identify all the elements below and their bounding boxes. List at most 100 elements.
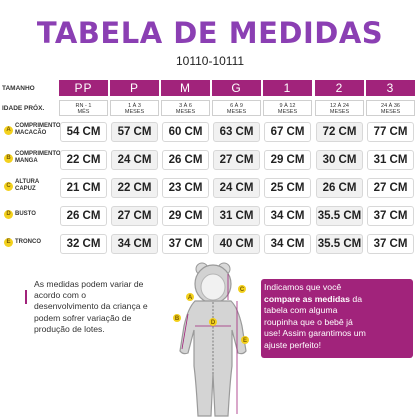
measure-value: 31 CM [367, 150, 414, 170]
measure-value: 54 CM [60, 122, 107, 142]
age-cell-line: 9 À 12 [279, 103, 296, 109]
size-header-cell: 3 [366, 80, 415, 96]
measure-label: COMPRIMENTO MANGA [15, 151, 61, 165]
measure-row: B COMPRIMENTO MANGA 22 CM 24 CM 26 CM 27 CM 29 … [0, 148, 420, 172]
measure-label-line: ALTURA [15, 179, 40, 185]
size-header-cell: G [212, 80, 261, 96]
size-header-cell: 2 [315, 80, 364, 96]
age-cell-line: MESES [380, 109, 401, 115]
measure-letter-badge: A [4, 126, 13, 135]
measure-value: 29 CM [162, 206, 209, 226]
measure-letter-badge: B [4, 154, 13, 163]
measure-value: 27 CM [213, 150, 260, 170]
measure-value: 27 CM [111, 206, 158, 226]
measure-value: 37 CM [162, 234, 209, 254]
measure-value: 35.5 CM [316, 206, 363, 226]
age-row-label: IDADE PRÓX. [2, 105, 45, 112]
measure-value: 22 CM [111, 178, 158, 198]
size-header-cell: PP [59, 80, 108, 96]
measure-label-line: COMPRIMENTO [15, 151, 61, 157]
measure-label: ALTURA CAPUZ [15, 179, 59, 193]
measure-label-line: CAPUZ [15, 186, 36, 192]
note-line: podem sofrer variação de [34, 312, 132, 323]
measure-value: 37 CM [367, 206, 414, 226]
age-cell-line: MESES [124, 109, 145, 115]
age-cell: RN - 1 MÊS [59, 100, 108, 116]
figure-letter-e: E [243, 338, 247, 344]
measure-value: 25 CM [264, 178, 311, 198]
measure-letter-badge: C [4, 182, 13, 191]
measure-value: 24 CM [111, 150, 158, 170]
age-cell-line: MÊS [77, 109, 90, 115]
measure-label-line: COMPRIMENTO [15, 123, 61, 129]
measure-row: C ALTURA CAPUZ 21 CM 22 CM 23 CM 24 CM 25 CM 26 … [0, 176, 420, 200]
measure-value: 26 CM [60, 206, 107, 226]
age-cell-line: MESES [175, 109, 196, 115]
size-header-label: TAMANHO [2, 85, 35, 92]
note-line: acordo com o [34, 290, 87, 301]
measure-value: 34 CM [111, 234, 158, 254]
note-line: produção de lotes. [34, 323, 105, 334]
age-cell-line: 24 À 36 [381, 103, 400, 109]
measure-label-line: TRONCO [15, 239, 41, 245]
note-line: As medidas podem variar de [34, 279, 144, 289]
measure-value: 21 CM [60, 178, 107, 198]
measure-value: 60 CM [162, 122, 209, 142]
measure-value: 77 CM [367, 122, 414, 142]
age-cell-line: MESES [226, 109, 247, 115]
measure-value: 34 CM [264, 234, 311, 254]
tip-line-tail: da [349, 293, 363, 304]
tip-line: compare as medidas da [264, 294, 412, 306]
figure-letter-b: B [175, 316, 180, 322]
age-cell-line: 1 À 3 [128, 103, 141, 109]
measure-value: 23 CM [162, 178, 209, 198]
measure-value: 29 CM [264, 150, 311, 170]
tip-text: Indicamos que você compare as medidas da… [264, 282, 412, 352]
figure-letter-c: C [240, 287, 245, 293]
age-cell: 1 À 3 MESES [110, 100, 159, 116]
size-header-cell: M [161, 80, 210, 96]
age-cell: 24 À 36 MESES [366, 100, 415, 116]
measure-value: 26 CM [162, 150, 209, 170]
measure-value: 34 CM [264, 206, 311, 226]
measure-label: TRONCO [15, 239, 59, 246]
age-cell: 12 À 24 MESES [315, 100, 364, 116]
figure-letter-d: D [211, 320, 216, 326]
tip-line: ajuste perfeito! [264, 339, 321, 350]
age-cell: 6 À 9 MESES [212, 100, 261, 116]
measure-value: 22 CM [60, 150, 107, 170]
product-codes: 10110-10111 [175, 54, 245, 68]
size-header-row: TAMANHO PP P M G 1 2 3 [0, 80, 420, 98]
age-cell-line: RN - 1 [75, 103, 92, 109]
measure-value: 37 CM [367, 234, 414, 254]
tip-line: roupinha que o bebê já [264, 316, 353, 327]
measure-value: 26 CM [316, 178, 363, 198]
measure-value: 24 CM [213, 178, 260, 198]
measure-letter-badge: E [4, 238, 13, 247]
measure-label-line: MANGA [15, 158, 38, 164]
tip-highlight: compare as medidas [264, 293, 350, 304]
measure-label-line: MACACÃO [15, 130, 47, 136]
measure-label-line: BUSTO [15, 211, 36, 217]
size-variation-note: As medidas podem variar de acordo com o … [34, 279, 184, 335]
measure-letter-badge: D [4, 210, 13, 219]
measure-value: 40 CM [213, 234, 260, 254]
age-cell-line: 3 À 6 [179, 103, 192, 109]
measure-value: 63 CM [213, 122, 260, 142]
measure-value: 72 CM [316, 122, 363, 142]
measure-value: 30 CM [316, 150, 363, 170]
age-cell: 9 À 12 MESES [263, 100, 312, 116]
age-row: IDADE PRÓX. RN - 1 MÊS 1 À 3 MESES 3 À 6 MESE… [0, 100, 420, 118]
measure-value: 27 CM [367, 178, 414, 198]
measure-row: D BUSTO 26 CM 27 CM 29 CM 31 CM 34 CM 35.5 CM 37… [0, 204, 420, 228]
tip-line: Indicamos que você [264, 282, 342, 292]
page-title: TABELA DE MEDIDAS [36, 16, 384, 50]
measure-value: 31 CM [213, 206, 260, 226]
size-header-cell: 1 [263, 80, 312, 96]
note-line: desenvolvimento da criança e [34, 301, 148, 312]
baby-onesie-illustration: A B C D E [173, 262, 249, 417]
age-cell-line: MESES [329, 109, 350, 115]
measure-value: 35.5 CM [316, 234, 363, 254]
measure-value: 67 CM [264, 122, 311, 142]
